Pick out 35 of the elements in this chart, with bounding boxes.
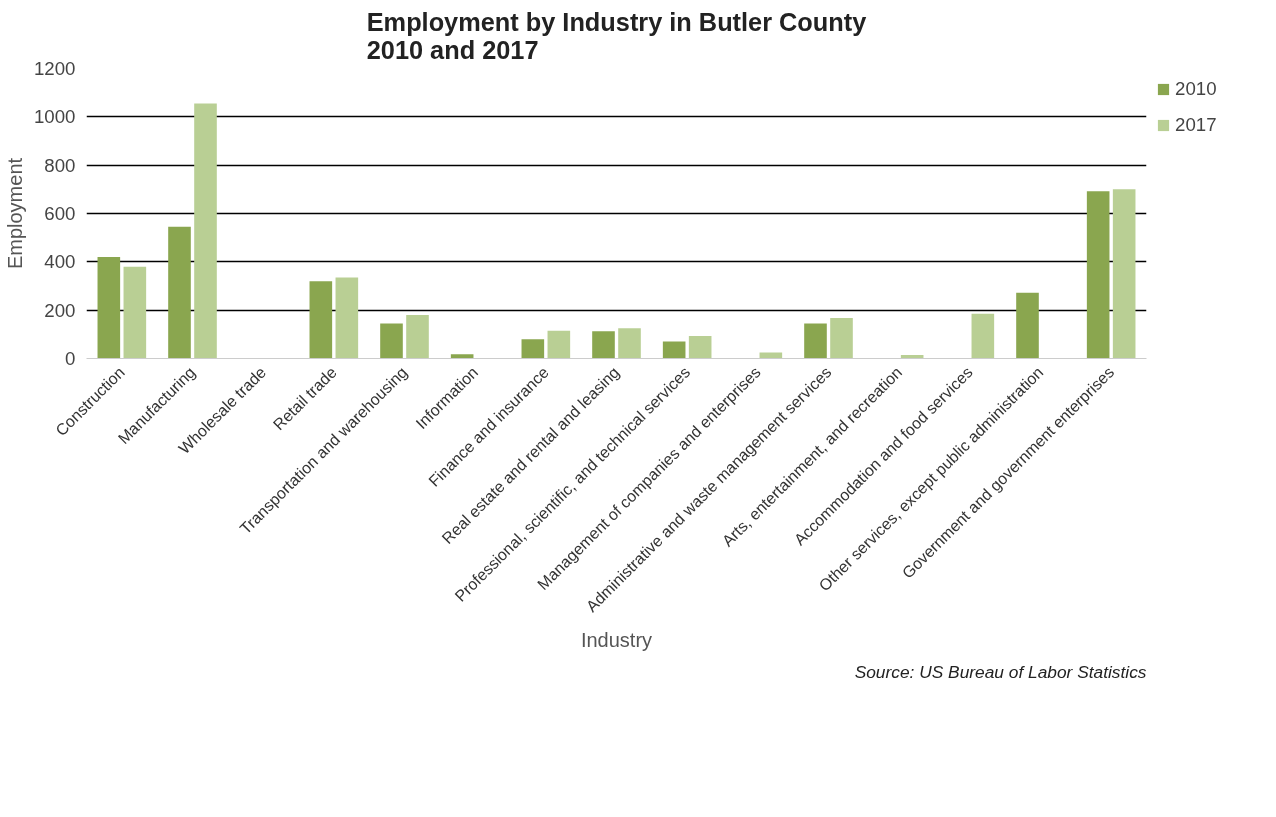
legend-label: 2010 [1175,78,1217,100]
bar [380,323,403,359]
bar [309,281,333,359]
y-axis-title: Employment [4,157,26,270]
bar [547,330,571,359]
y-tick-label: 600 [44,203,76,224]
y-tick-label: 400 [44,251,76,273]
bar [335,277,359,359]
y-tick-label: 0 [65,348,76,369]
bar [688,336,712,359]
bar [804,323,827,359]
bar [97,257,121,359]
source-note: Source: US Bureau of Labor Statistics [854,661,1147,682]
bar [971,313,995,359]
bar [450,354,474,359]
bar [1016,292,1039,359]
bar [618,328,641,359]
bar [406,315,429,359]
y-tick-label: 1000 [34,106,76,128]
y-tick-label: 1200 [34,58,76,79]
bar [194,103,217,359]
bar [123,266,147,359]
chart-title: Employment by Industry in Butler County 2010 and 2017 [366,7,867,64]
bar [1086,191,1110,359]
y-tick-label: 200 [44,299,76,321]
bar [830,317,853,359]
x-axis-title: Industry [580,629,653,652]
y-tick-label: 800 [44,154,76,176]
bar [662,341,686,359]
bar [1112,189,1136,359]
bar [592,331,615,359]
bar [168,226,191,359]
legend-label: 2017 [1175,114,1217,136]
bar [759,352,783,359]
bar [521,339,545,359]
